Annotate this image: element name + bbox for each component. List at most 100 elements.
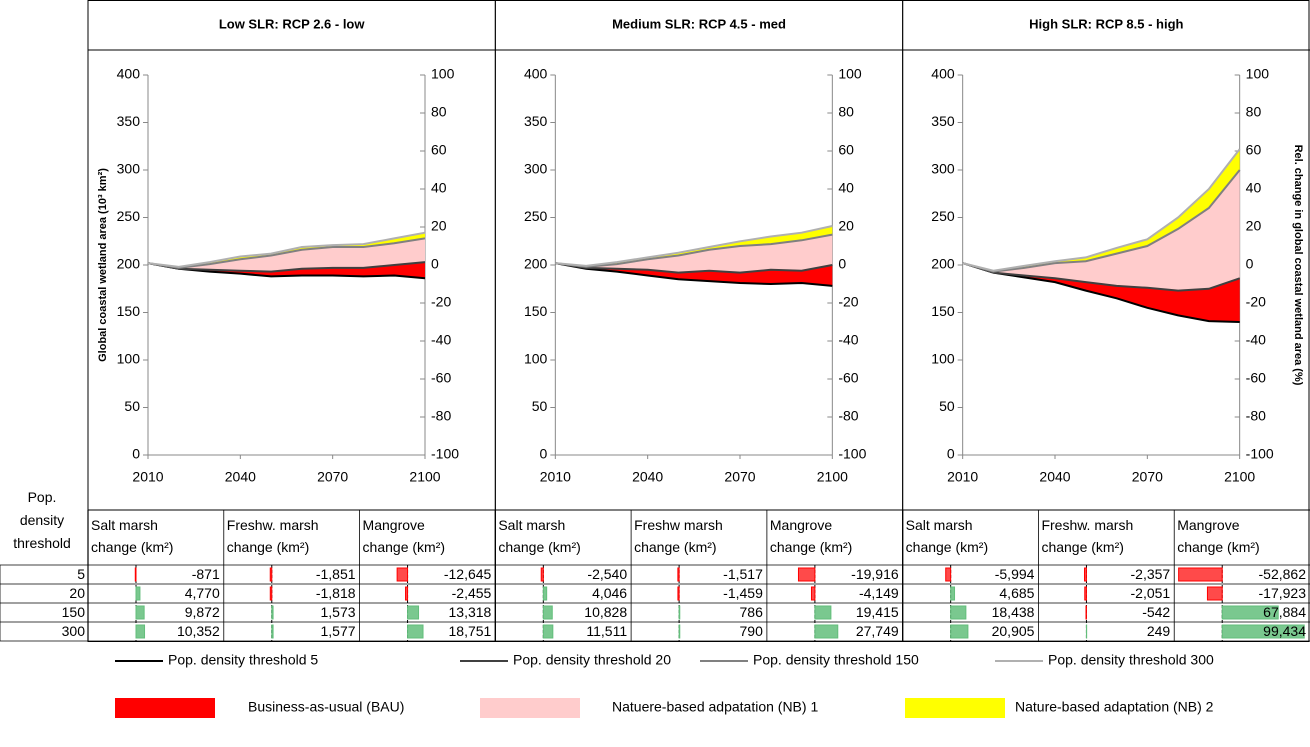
y2-tick-label: -20 [431,294,451,310]
y-tick-label: 400 [524,66,548,82]
y2-tick-label: -20 [1246,294,1266,310]
cell-value: 790 [740,623,764,639]
y-tick-label: 0 [540,446,548,462]
x-tick-label: 2040 [225,469,256,485]
y-tick-label: 0 [132,446,140,462]
cell-value: 18,438 [992,604,1035,620]
y2-tick-label: -60 [838,370,858,386]
y-tick-label: 300 [931,161,955,177]
column-header: change (km²) [226,539,310,555]
cell-value: -2,455 [452,585,492,601]
cell-value: -2,540 [587,566,627,582]
legend-label: Pop. density threshold 5 [168,652,318,668]
cell-value: 4,046 [592,585,627,601]
area [962,170,1240,291]
frame [87,0,1310,642]
y-tick-label: 100 [117,351,141,367]
legend-label: Pop. density threshold 150 [753,652,919,668]
cell-value: -5,994 [995,566,1035,582]
cell-value: 9,872 [185,604,220,620]
y2-tick-label: 0 [1246,256,1254,272]
data-bar [678,624,681,639]
y-tick-label: 400 [117,66,141,82]
column-header: change (km²) [362,539,446,555]
data-bar [810,586,816,601]
data-bar [677,567,680,582]
y2-tick-label: 100 [1246,66,1270,82]
y2-tick-label: 0 [431,256,439,272]
y-tick-label: 250 [524,208,548,224]
data-bar [542,605,553,620]
cell-value: -2,051 [1131,585,1171,601]
line [962,262,1241,292]
legend-label: Nature-based adaptation (NB) 2 [1015,699,1214,715]
x-tick-label: 2100 [817,469,848,485]
y2-tick-label: 20 [431,218,447,234]
x-tick-label: 2070 [1132,469,1163,485]
cell-value: 18,751 [449,623,492,639]
y-tick-label: 200 [117,256,141,272]
panel-title: High SLR: RCP 8.5 - high [1029,16,1183,31]
column-header: change (km²) [498,539,581,555]
cell-value: 1,573 [321,604,356,620]
column-header: change (km²) [905,539,989,555]
y2-tick-label: -100 [431,446,459,462]
y2-tick-label: -80 [1246,408,1266,424]
column-header: Salt marsh [498,517,566,533]
y-tick-label: 50 [532,398,548,414]
cell-value: -1,517 [723,566,763,582]
cell-value: -2,357 [1131,566,1171,582]
threshold-label: 150 [62,604,86,620]
data-bar [1221,624,1305,639]
data-bar [1221,605,1279,620]
column-header: Mangrove [1177,517,1240,533]
data-bar [1084,586,1087,601]
line [147,231,426,268]
cell-value: -12,645 [444,566,492,582]
data-bar [1084,567,1087,582]
y-tick-label: 400 [931,66,955,82]
cell-value: -4,149 [859,585,899,601]
data-bar [271,624,274,639]
y-tick-label: 300 [117,161,141,177]
cell-value: 67,884 [1263,604,1306,620]
legend-label: Pop. density threshold 300 [1048,652,1214,668]
line [555,262,833,274]
data-bar [1178,567,1223,582]
cell-value: 4,685 [999,585,1034,601]
data-bar [814,624,839,639]
line [555,225,833,267]
data-bar [950,624,969,639]
y2-tick-label: 40 [431,180,447,196]
y2-tick-label: -40 [1246,332,1266,348]
y2-tick-label: 60 [1246,142,1262,158]
cell-value: 13,318 [449,604,492,620]
y2-tick-label: -100 [838,446,866,462]
row-header: threshold [13,535,71,551]
y2-tick-label: 20 [1246,218,1262,234]
threshold-label: 300 [62,623,86,639]
data-bar [135,586,141,601]
y-tick-label: 150 [117,303,141,319]
cell-value: 27,749 [856,623,899,639]
legend-label: Pop. density threshold 20 [513,652,671,668]
column-header: Mangrove [769,517,833,533]
x-tick-label: 2040 [1039,469,1070,485]
column-header: Freshw. marsh [1041,517,1134,533]
x-tick-label: 2070 [317,469,348,485]
line [962,148,1241,272]
y-tick-label: 250 [117,208,141,224]
cell-value: 786 [740,604,764,620]
y-tick-label: 350 [117,113,141,129]
y-tick-label: 200 [524,256,548,272]
cell-value: 249 [1147,623,1171,639]
data-bar [396,567,409,582]
column-header: change (km²) [634,539,717,555]
y-tick-label: 200 [931,256,955,272]
data-bar [678,605,681,620]
column-header: Salt marsh [905,517,973,533]
data-bar [407,624,424,639]
y2-tick-label: 20 [838,218,854,234]
